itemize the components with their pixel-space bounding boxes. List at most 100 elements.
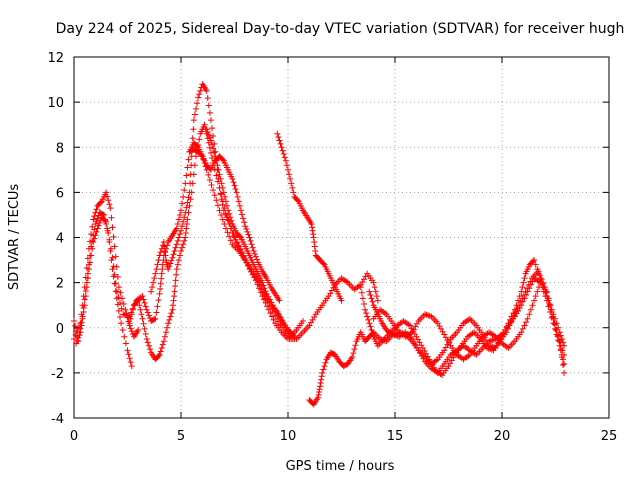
data-point-marker (184, 216, 191, 223)
data-point-marker (212, 153, 219, 160)
data-point-marker (514, 305, 521, 312)
data-point-marker (214, 178, 221, 185)
data-point-marker (129, 306, 136, 313)
data-point-marker (127, 325, 134, 332)
data-point-marker (145, 312, 152, 319)
data-point-marker (241, 219, 248, 226)
data-point-marker (142, 303, 149, 310)
data-point-marker (179, 223, 186, 230)
data-point-marker (526, 311, 533, 318)
data-point-marker (183, 204, 190, 211)
data-point-marker (79, 315, 86, 322)
data-point-marker (168, 257, 175, 264)
data-point-marker (174, 261, 181, 268)
data-point-marker (161, 248, 168, 255)
data-point-marker (521, 275, 528, 282)
data-point-marker (520, 292, 527, 299)
data-point-marker (265, 306, 272, 313)
data-point-marker (310, 234, 317, 241)
data-point-marker (519, 284, 526, 291)
data-point-marker (317, 380, 324, 387)
data-point-marker (242, 223, 249, 230)
data-point-marker (559, 361, 566, 368)
data-point-marker (287, 175, 294, 182)
data-point-marker (219, 184, 226, 191)
data-point-marker (558, 354, 565, 361)
data-point-marker (179, 200, 186, 207)
data-point-marker (128, 363, 135, 370)
data-point-marker (264, 303, 271, 310)
data-point-marker (166, 263, 173, 270)
data-point-marker (502, 327, 509, 334)
data-point-marker (157, 348, 164, 355)
data-point-marker (186, 202, 193, 209)
data-point-marker (543, 288, 550, 295)
data-point-marker (207, 117, 214, 124)
data-point-marker (245, 231, 252, 238)
series-markers (274, 130, 345, 304)
data-point-marker (181, 187, 188, 194)
data-point-marker (241, 255, 248, 262)
data-point-marker (219, 156, 226, 163)
data-point-marker (204, 95, 211, 102)
data-point-marker (82, 293, 89, 300)
data-point-marker (155, 297, 162, 304)
data-point-marker (174, 220, 181, 227)
data-point-marker (338, 297, 345, 304)
data-point-marker (314, 394, 321, 401)
data-point-marker (205, 102, 212, 109)
data-point-marker (535, 270, 542, 277)
data-point-marker (319, 369, 326, 376)
data-point-marker (148, 288, 155, 295)
data-point-marker (278, 144, 285, 151)
data-point-marker (243, 259, 250, 266)
data-point-marker (135, 327, 142, 334)
data-point-marker (299, 317, 306, 324)
data-point-marker (221, 193, 228, 200)
data-point-marker (288, 180, 295, 187)
data-point-marker (520, 279, 527, 286)
data-point-marker (158, 275, 165, 282)
data-point-marker (553, 327, 560, 334)
data-point-marker (94, 215, 101, 222)
data-point-marker (161, 333, 168, 340)
data-point-marker (120, 301, 127, 308)
data-point-marker (81, 296, 88, 303)
data-point-marker (146, 346, 153, 353)
data-point-marker (219, 201, 226, 208)
data-point-marker (238, 249, 245, 256)
data-point-marker (182, 209, 189, 216)
data-point-marker (205, 131, 212, 138)
data-point-marker (213, 197, 220, 204)
data-point-marker (321, 363, 328, 370)
data-point-marker (124, 347, 131, 354)
data-point-marker (158, 270, 165, 277)
data-point-marker (173, 271, 180, 278)
data-point-marker (108, 214, 115, 221)
data-point-marker (113, 263, 120, 270)
data-point-marker (311, 243, 318, 250)
data-point-marker (362, 306, 369, 313)
x-tick-label: 10 (280, 429, 297, 444)
data-point-marker (309, 224, 316, 231)
data-point-marker (534, 266, 541, 273)
data-point-marker (210, 132, 217, 139)
data-point-marker (371, 284, 378, 291)
data-point-marker (360, 301, 367, 308)
data-point-marker (534, 288, 541, 295)
data-point-marker (127, 359, 134, 366)
data-point-marker (144, 339, 151, 346)
data-point-marker (312, 248, 319, 255)
data-point-marker (172, 244, 179, 251)
data-point-marker (172, 283, 179, 290)
data-point-marker (176, 211, 183, 218)
data-point-marker (318, 373, 325, 380)
data-point-marker (231, 182, 238, 189)
data-point-marker (111, 271, 118, 278)
data-point-marker (211, 149, 218, 156)
data-point-marker (180, 193, 187, 200)
data-point-marker (171, 288, 178, 295)
data-point-marker (155, 257, 162, 264)
data-point-marker (164, 324, 171, 331)
